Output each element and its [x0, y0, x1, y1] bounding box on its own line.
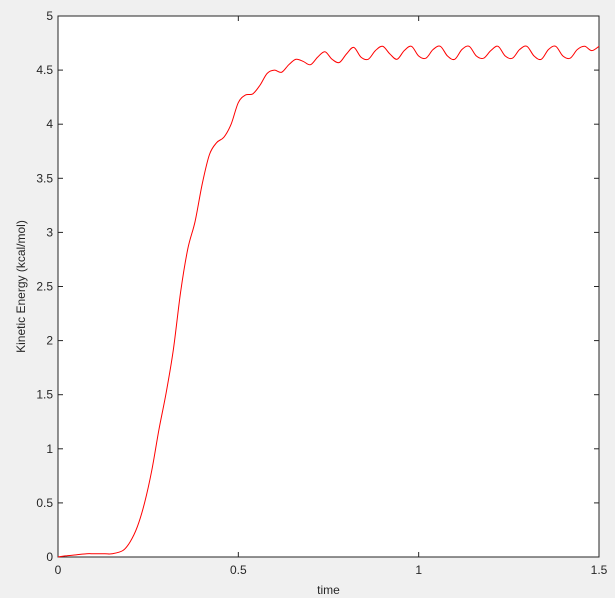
x-tick-label: 1 [415, 563, 422, 577]
x-axis-label: time [317, 583, 340, 597]
x-tick-label: 0 [55, 563, 62, 577]
y-tick-label: 2 [46, 334, 53, 348]
x-tick-label: 1.5 [591, 563, 608, 577]
y-axis-label: Kinetic Energy (kcal/mol) [14, 220, 28, 353]
y-tick-label: 3 [46, 225, 53, 239]
y-tick-label: 1 [46, 442, 53, 456]
axis-ticks [57, 15, 600, 558]
y-tick-label: 0.5 [36, 496, 53, 510]
y-tick-label: 4.5 [36, 63, 53, 77]
y-tick-label: 3.5 [36, 171, 53, 185]
y-tick-label: 5 [46, 9, 53, 23]
y-tick-label: 4 [46, 117, 53, 131]
axis-tick-labels: 0 0.5 1 1.5 0 0.5 1 1.5 2 2.5 3 3.5 4 4.5 5 [36, 9, 607, 577]
y-tick-label: 2.5 [36, 280, 53, 294]
y-tick-label: 1.5 [36, 388, 53, 402]
plot-area [57, 15, 600, 558]
x-tick-label: 0.5 [230, 563, 247, 577]
y-tick-label: 0 [46, 550, 53, 564]
kinetic-energy-line [57, 45, 600, 558]
